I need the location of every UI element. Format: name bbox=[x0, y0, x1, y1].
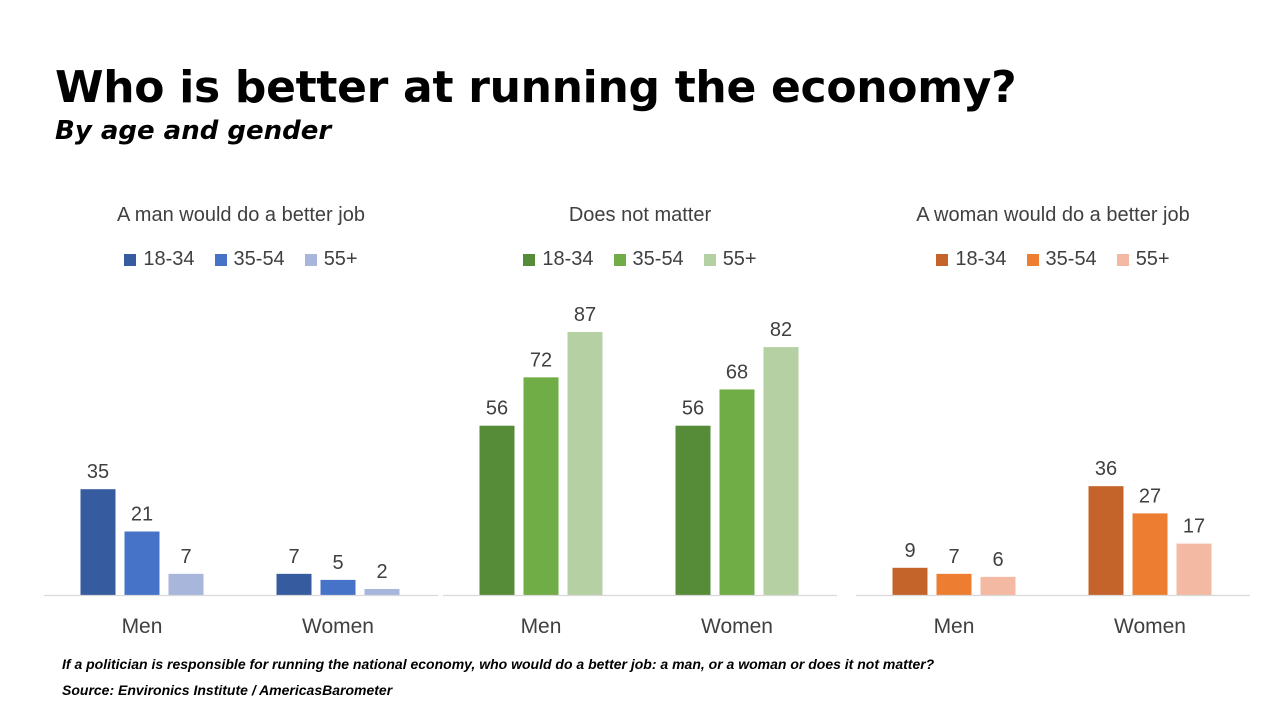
data-label: 87 bbox=[574, 304, 596, 326]
bar-men-35-54 bbox=[936, 573, 972, 595]
chart-title: Who is better at running the economy? bbox=[55, 62, 1017, 113]
legend-item-55-plus: 55+ bbox=[703, 248, 757, 271]
legend: 18-34 35-54 55+ bbox=[44, 248, 438, 271]
legend-label: 18-34 bbox=[542, 248, 594, 270]
legend-swatch bbox=[703, 253, 716, 266]
bar-men-35-54 bbox=[523, 377, 559, 595]
bar-women-55-plus bbox=[1176, 543, 1212, 595]
bar-women-35-54 bbox=[1132, 513, 1168, 595]
legend-label: 55+ bbox=[1135, 248, 1170, 270]
legend-label: 18-34 bbox=[955, 248, 1007, 270]
legend-swatch bbox=[936, 253, 949, 266]
legend-label: 55+ bbox=[323, 248, 358, 270]
survey-question: If a politician is responsible for runni… bbox=[62, 656, 935, 672]
data-label: 5 bbox=[332, 552, 343, 574]
data-label: 56 bbox=[486, 398, 508, 420]
category-label: Men bbox=[521, 615, 562, 638]
bar-women-18-34 bbox=[675, 425, 711, 595]
legend-swatch bbox=[613, 253, 626, 266]
chart-subtitle: By age and gender bbox=[55, 116, 332, 146]
data-label: 21 bbox=[131, 504, 153, 526]
bar-men-55-plus bbox=[168, 573, 204, 595]
bar-women-35-54 bbox=[719, 389, 755, 595]
bar-women-55-plus bbox=[763, 347, 799, 595]
panel-title: A woman would do a better job bbox=[916, 204, 1190, 226]
bar-men-55-plus bbox=[567, 332, 603, 595]
bar-men-18-34 bbox=[80, 489, 116, 595]
category-label: Men bbox=[122, 615, 163, 638]
data-label: 7 bbox=[948, 546, 959, 568]
legend-item-18-34: 18-34 bbox=[936, 248, 1007, 271]
legend-item-35-54: 35-54 bbox=[214, 248, 285, 271]
bar-men-18-34 bbox=[479, 425, 515, 595]
panel-man-better: A man would do a better job 18-34 35-54 … bbox=[44, 200, 438, 645]
legend-item-35-54: 35-54 bbox=[613, 248, 684, 271]
data-label: 17 bbox=[1183, 516, 1205, 538]
legend-swatch bbox=[1026, 253, 1039, 266]
panel-title: A man would do a better job bbox=[117, 204, 365, 226]
data-label: 9 bbox=[904, 540, 915, 562]
bar-plot: 56 72 87 Men 56 68 82 Women bbox=[443, 304, 837, 638]
category-label: Men bbox=[934, 615, 975, 638]
bar-plot: 35 21 7 Men 7 5 2 Women bbox=[44, 461, 438, 638]
panel-title: Does not matter bbox=[568, 204, 712, 226]
data-label: 7 bbox=[288, 546, 299, 568]
data-label: 6 bbox=[992, 549, 1003, 571]
category-label: Women bbox=[1114, 615, 1186, 638]
legend-item-55-plus: 55+ bbox=[304, 248, 358, 271]
legend-item-55-plus: 55+ bbox=[1116, 248, 1170, 271]
legend-swatch bbox=[1116, 253, 1129, 266]
data-label: 68 bbox=[726, 361, 748, 383]
bar-men-35-54 bbox=[124, 531, 160, 595]
bar-women-18-34 bbox=[276, 573, 312, 595]
bar-plot: 9 7 6 Men 36 27 17 Women bbox=[856, 458, 1250, 638]
bar-women-18-34 bbox=[1088, 486, 1124, 595]
data-label: 72 bbox=[530, 349, 552, 371]
bar-men-18-34 bbox=[892, 567, 928, 595]
legend-label: 35-54 bbox=[632, 248, 684, 270]
legend-item-35-54: 35-54 bbox=[1026, 248, 1097, 271]
legend-label: 35-54 bbox=[233, 248, 285, 270]
bar-women-35-54 bbox=[320, 579, 356, 595]
data-label: 27 bbox=[1139, 485, 1161, 507]
legend-label: 18-34 bbox=[143, 248, 195, 270]
category-label: Women bbox=[302, 615, 374, 638]
legend-swatch bbox=[124, 253, 137, 266]
legend-swatch bbox=[214, 253, 227, 266]
panel-does-not-matter: Does not matter 18-34 35-54 55+ 56 72 87 Me… bbox=[443, 200, 837, 645]
panel-woman-better: A woman would do a better job 18-34 35-5… bbox=[856, 200, 1250, 645]
legend-label: 35-54 bbox=[1045, 248, 1097, 270]
legend-swatch bbox=[523, 253, 536, 266]
data-label: 36 bbox=[1095, 458, 1117, 480]
bar-women-55-plus bbox=[364, 588, 400, 595]
category-label: Women bbox=[701, 615, 773, 638]
legend: 18-34 35-54 55+ bbox=[443, 248, 837, 271]
data-label: 2 bbox=[376, 561, 387, 583]
legend-label: 55+ bbox=[722, 248, 757, 270]
data-label: 56 bbox=[682, 398, 704, 420]
legend: 18-34 35-54 55+ bbox=[856, 248, 1250, 271]
source-note: Source: Environics Institute / AmericasB… bbox=[62, 682, 393, 698]
legend-item-18-34: 18-34 bbox=[124, 248, 195, 271]
data-label: 7 bbox=[180, 546, 191, 568]
bar-men-55-plus bbox=[980, 576, 1016, 595]
data-label: 82 bbox=[770, 319, 792, 341]
legend-item-18-34: 18-34 bbox=[523, 248, 594, 271]
legend-swatch bbox=[304, 253, 317, 266]
data-label: 35 bbox=[87, 461, 109, 483]
